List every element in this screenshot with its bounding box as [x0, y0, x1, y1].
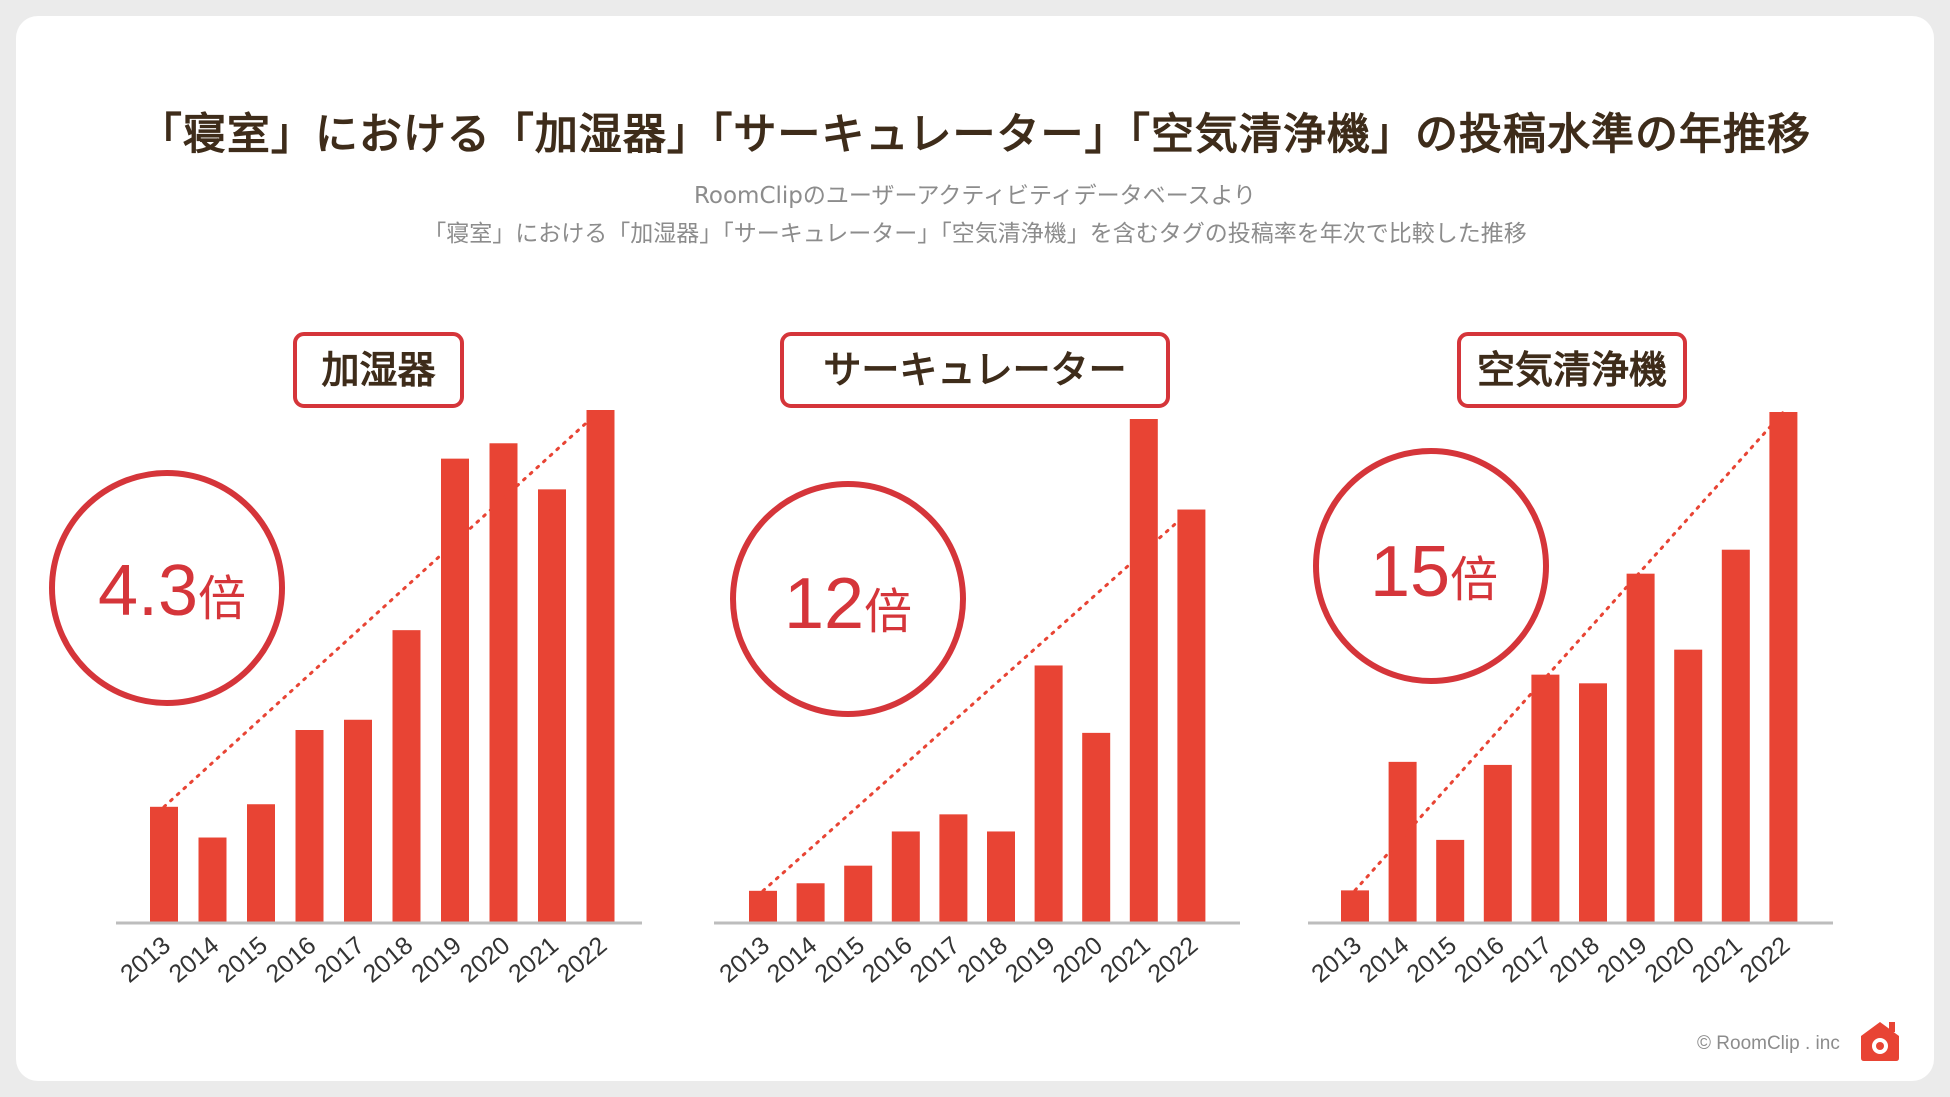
bar-2016	[891, 831, 920, 922]
x-tick-label: 2014	[164, 931, 225, 988]
page-title: 「寝室」における「加湿器」「サーキュレーター」「空気清浄機」の投稿水準の年推移	[138, 110, 1812, 160]
x-tick-label: 2014	[762, 931, 823, 988]
subtitle-description: 「寝室」における「加湿器」「サーキュレーター」「空気清浄機」を含むタグの投稿率を…	[423, 221, 1527, 247]
bar-2022	[586, 410, 615, 922]
x-tick-label: 2018	[952, 931, 1013, 988]
multiplier-circle	[1313, 448, 1549, 684]
x-tick-label: 2020	[1639, 931, 1700, 988]
trend-line	[761, 508, 1193, 893]
bar-2020	[489, 443, 518, 922]
roomclip-logo-icon	[1861, 1022, 1899, 1061]
bar-2018	[392, 630, 421, 922]
chart-title-box	[293, 332, 464, 408]
x-tick-label: 2017	[1497, 931, 1558, 988]
multiplier-label: 12倍	[784, 564, 912, 644]
bar-2014	[1388, 761, 1417, 922]
x-tick-label: 2016	[857, 931, 918, 988]
card-background	[16, 16, 1934, 1081]
x-tick-label: 2013	[115, 931, 176, 988]
x-tick-label: 2018	[1544, 931, 1605, 988]
x-tick-label: 2015	[1401, 931, 1462, 988]
bar-2019	[1034, 665, 1063, 922]
x-tick-label: 2016	[1449, 931, 1510, 988]
x-tick-label: 2019	[1000, 931, 1061, 988]
bar-2017	[344, 719, 372, 922]
x-tick-label: 2016	[261, 931, 322, 988]
bar-2021	[538, 489, 566, 922]
x-tick-label: 2021	[1095, 931, 1156, 988]
chart-title-box	[780, 332, 1170, 408]
x-tick-label: 2020	[1047, 931, 1108, 988]
chart-title: サーキュレーター	[823, 348, 1126, 392]
bar-2013	[150, 806, 178, 922]
x-tick-label: 2015	[212, 931, 273, 988]
x-tick-label: 2022	[1735, 931, 1796, 988]
x-tick-label: 2013	[714, 931, 775, 988]
x-tick-label: 2022	[1143, 931, 1204, 988]
bar-2015	[247, 804, 275, 922]
bar-2019	[441, 458, 469, 922]
x-tick-label: 2017	[309, 931, 370, 988]
bar-2017	[1531, 674, 1560, 922]
bar-2020	[1674, 649, 1703, 922]
bar-2013	[749, 890, 777, 922]
bar-2015	[1436, 839, 1465, 922]
bar-2019	[1626, 573, 1655, 922]
subtitle-source: RoomClipのユーザーアクティビティデータベースより	[693, 183, 1257, 209]
x-tick-label: 2021	[1687, 931, 1748, 988]
x-tick-label: 2015	[809, 931, 870, 988]
bar-2022	[1177, 509, 1206, 922]
bar-2016	[1483, 764, 1512, 922]
multiplier-label: 4.3倍	[98, 551, 246, 631]
x-tick-label: 2018	[358, 931, 419, 988]
multiplier-circle	[730, 481, 966, 717]
x-tick-label: 2021	[503, 931, 564, 988]
x-tick-label: 2014	[1354, 931, 1415, 988]
multiplier-circle	[49, 470, 285, 706]
bar-2014	[198, 837, 227, 922]
bar-2015	[844, 865, 873, 922]
x-tick-label: 2020	[455, 931, 516, 988]
x-tick-label: 2022	[552, 931, 613, 988]
bar-2018	[1579, 683, 1607, 922]
bar-2018	[987, 831, 1015, 922]
bar-2021	[1129, 419, 1158, 922]
bar-2021	[1721, 549, 1750, 922]
trend-line	[1353, 410, 1785, 892]
x-tick-label: 2019	[406, 931, 467, 988]
x-tick-label: 2013	[1306, 931, 1367, 988]
x-tick-label: 2017	[905, 931, 966, 988]
chart-title: 空気清浄機	[1477, 348, 1667, 392]
bar-2017	[939, 814, 968, 922]
bar-2020	[1082, 732, 1111, 922]
trend-line	[162, 408, 602, 809]
bar-2013	[1341, 890, 1369, 922]
chart-title: 加湿器	[321, 348, 436, 392]
chart-title-box	[1457, 332, 1687, 408]
bar-2022	[1769, 412, 1798, 922]
bar-2016	[295, 730, 324, 922]
x-tick-label: 2019	[1592, 931, 1653, 988]
multiplier-label: 15倍	[1370, 532, 1498, 612]
bar-2014	[796, 883, 825, 922]
copyright-text: © RoomClip . inc	[1697, 1033, 1840, 1054]
